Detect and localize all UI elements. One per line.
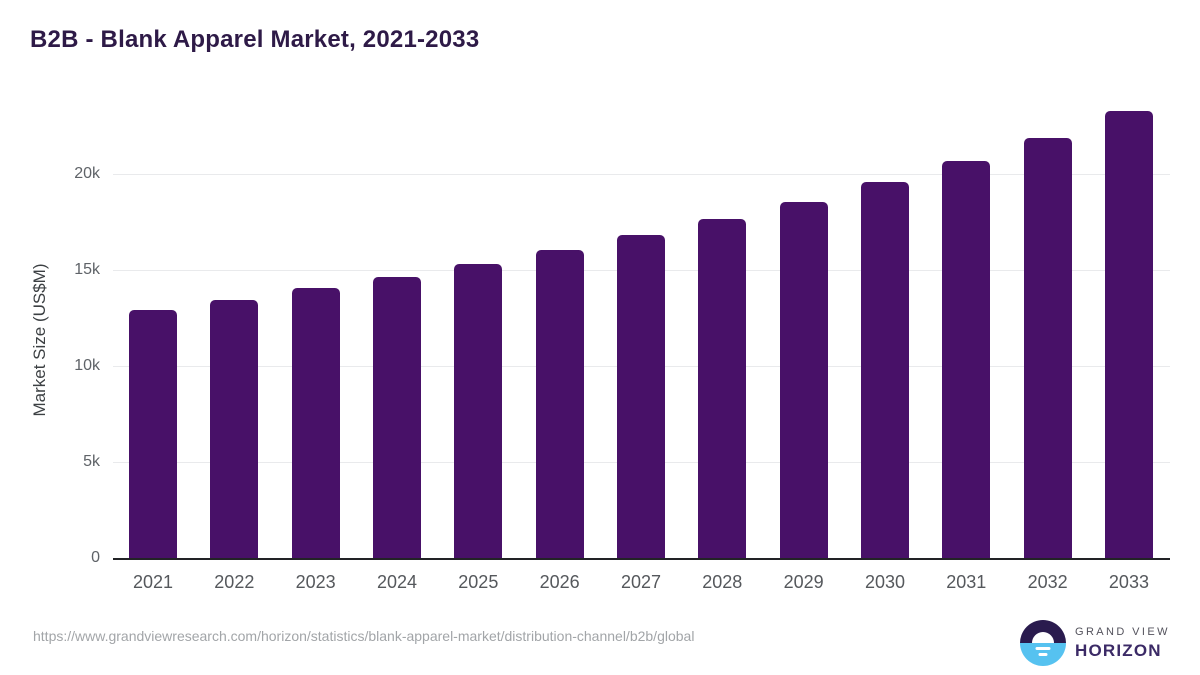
- logo-text-horizon: HORIZON: [1075, 640, 1162, 660]
- logo-text-grand-view: GRAND VIEW: [1075, 625, 1170, 638]
- y-tick-label: 15k: [74, 261, 100, 278]
- page-title: B2B - Blank Apparel Market, 2021-2033: [30, 26, 480, 53]
- y-tick-label: 10k: [74, 357, 100, 374]
- gridline: [113, 174, 1170, 175]
- x-tick-label: 2029: [783, 572, 824, 592]
- x-tick-label: 2026: [539, 572, 580, 592]
- y-tick-label: 0: [91, 549, 100, 566]
- grand-view-horizon-logo: GRAND VIEW HORIZON: [1020, 620, 1170, 666]
- x-tick-label: 2022: [214, 572, 255, 592]
- bar-2032[interactable]: [1023, 137, 1072, 558]
- bar-2028[interactable]: [698, 219, 747, 558]
- x-axis-line: [113, 558, 1170, 560]
- x-tick-label: 2027: [620, 572, 661, 592]
- x-tick-label: 2030: [864, 572, 905, 592]
- bar-2030[interactable]: [860, 181, 909, 558]
- sun-dome-shape: [1032, 632, 1054, 643]
- x-tick-label: 2025: [458, 572, 499, 592]
- bar-2022[interactable]: [210, 299, 259, 558]
- y-axis-title: Market Size (US$M): [30, 263, 49, 417]
- x-tick-label: 2033: [1108, 572, 1149, 592]
- sunrise-horizon-icon: [1020, 620, 1066, 666]
- y-tick-label: 20k: [74, 165, 100, 182]
- x-tick-label: 2032: [1027, 572, 1068, 592]
- x-tick-label: 2023: [295, 572, 336, 592]
- sun-ray-shape: [1035, 647, 1051, 650]
- source-url: https://www.grandviewresearch.com/horizo…: [33, 628, 695, 644]
- bar-2023[interactable]: [291, 288, 340, 558]
- x-tick-label: 2028: [702, 572, 743, 592]
- x-tick-label: 2031: [946, 572, 987, 592]
- bar-2031[interactable]: [942, 160, 991, 558]
- bar-2033[interactable]: [1104, 110, 1153, 558]
- bar-2026[interactable]: [535, 249, 584, 558]
- bar-2025[interactable]: [454, 264, 503, 558]
- y-tick-label: 5k: [83, 453, 100, 470]
- logo-text: GRAND VIEW HORIZON: [1075, 626, 1170, 660]
- sun-ray-shape: [1038, 653, 1048, 656]
- bar-2024[interactable]: [372, 276, 421, 558]
- bar-2021[interactable]: [129, 310, 177, 558]
- x-tick-label: 2021: [132, 572, 174, 592]
- x-tick-label: 2024: [376, 572, 417, 592]
- bar-2027[interactable]: [616, 235, 665, 558]
- bar-2029[interactable]: [779, 201, 828, 558]
